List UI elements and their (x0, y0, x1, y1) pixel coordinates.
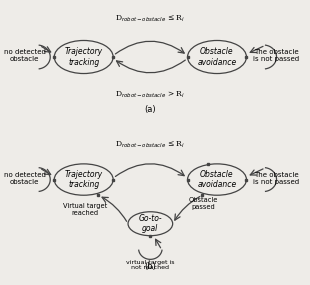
Text: Virtual target
reached: Virtual target reached (63, 203, 107, 216)
Text: Obstacle
avoidance: Obstacle avoidance (197, 47, 237, 67)
Text: The obstacle
is not passed: The obstacle is not passed (253, 172, 299, 185)
Text: Trajectory
tracking: Trajectory tracking (65, 170, 103, 189)
Text: Obstacle
passed: Obstacle passed (188, 197, 218, 210)
Text: The obstacle
is not passed: The obstacle is not passed (253, 49, 299, 62)
Text: (b): (b) (144, 262, 156, 271)
Text: (a): (a) (144, 105, 156, 114)
Text: Obstacle
avoidance: Obstacle avoidance (197, 170, 237, 189)
Text: virtual target is
not reached: virtual target is not reached (126, 260, 175, 270)
Text: no detected
obstacle: no detected obstacle (4, 172, 46, 185)
Text: no detected
obstacle: no detected obstacle (4, 49, 46, 62)
Text: D$_{robot-obstacle}$ > R$_i$: D$_{robot-obstacle}$ > R$_i$ (115, 89, 185, 100)
Text: D$_{robot-obstacle}$ ≤ R$_i$: D$_{robot-obstacle}$ ≤ R$_i$ (115, 13, 185, 24)
Text: D$_{robot-obstacle}$ ≤ R$_i$: D$_{robot-obstacle}$ ≤ R$_i$ (115, 140, 185, 150)
Text: Go-to-
goal: Go-to- goal (139, 214, 162, 233)
Text: Trajectory
tracking: Trajectory tracking (65, 47, 103, 67)
